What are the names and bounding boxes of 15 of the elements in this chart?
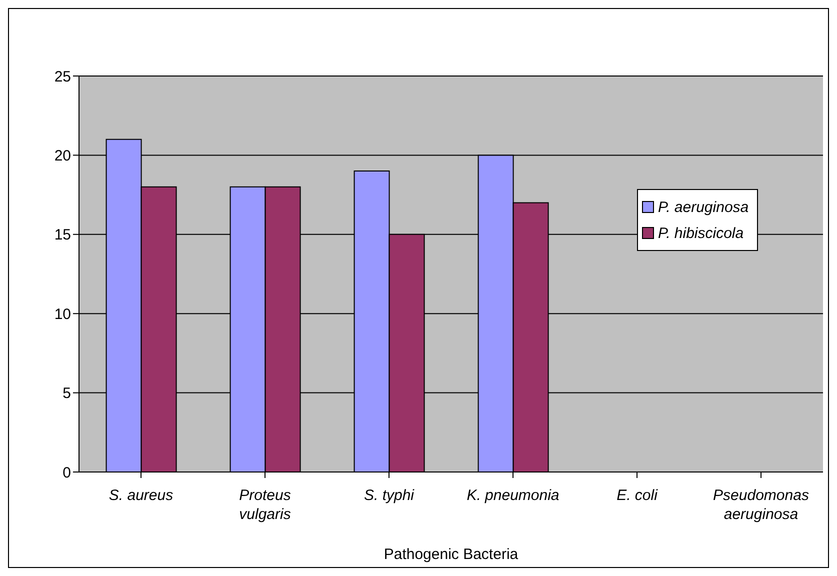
legend-label: P. hibiscicola (658, 224, 744, 242)
y-tick-label: 15 (54, 226, 71, 244)
y-tick-label: 10 (54, 306, 71, 323)
y-tick-label: 5 (62, 385, 71, 402)
x-tick-label: K. pneumonia (466, 487, 560, 504)
x-tick-label: E. coli (616, 487, 658, 504)
y-tick-label: 0 (62, 464, 71, 482)
x-tick-label: Pseudomonas aeruginosa (713, 487, 810, 523)
legend-label: P. aeruginosa (658, 198, 749, 216)
x-tick-label: S. aureus (108, 487, 174, 504)
y-tick-label: 20 (54, 148, 71, 165)
x-tick-label: S. typhi (364, 487, 415, 504)
x-axis-title: Pathogenic Bacteria (384, 546, 519, 563)
x-tick-label: Proteus vulgaris (239, 487, 292, 523)
y-tick-label: 25 (54, 68, 71, 86)
